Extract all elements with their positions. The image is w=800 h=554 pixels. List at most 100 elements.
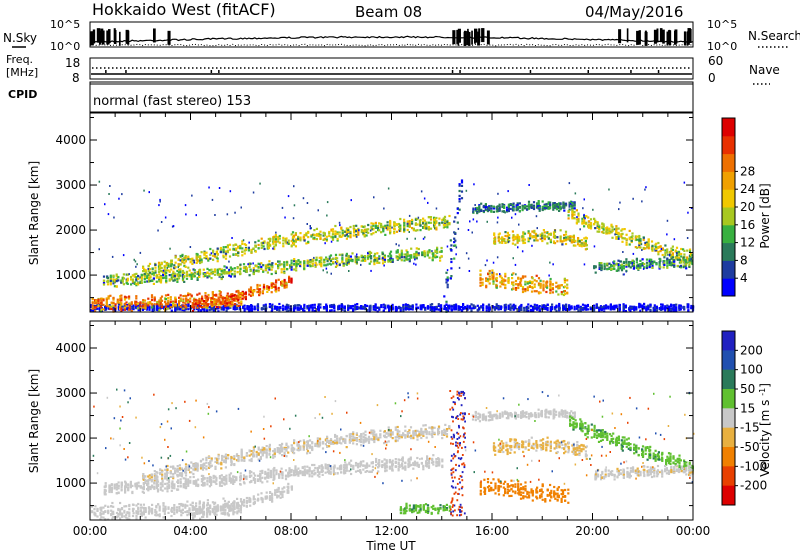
power-cell (290, 233, 293, 236)
power-cell (547, 237, 550, 240)
power-cell (472, 306, 475, 309)
power-cell (164, 302, 168, 305)
power-cell (216, 269, 219, 272)
power-cell (464, 305, 467, 309)
power-cell (492, 210, 495, 213)
power-cell (225, 307, 228, 310)
power-cell (602, 225, 605, 228)
power-cell (221, 275, 224, 278)
power-cell (194, 298, 197, 301)
power-cell (551, 305, 554, 309)
power-cell (458, 200, 461, 203)
power-cell (542, 283, 545, 286)
power-cell (170, 309, 173, 312)
power-cell (353, 229, 356, 232)
power-cell (583, 225, 586, 228)
power-cell (448, 223, 451, 226)
power-cell (222, 251, 225, 254)
power-cell (512, 234, 515, 237)
power-cell (159, 298, 162, 301)
power-cell (683, 307, 686, 310)
power-cell (598, 309, 601, 312)
power-cell (566, 279, 569, 282)
power-cell (595, 306, 598, 309)
power-cell (290, 245, 293, 248)
power-cell (252, 272, 255, 276)
power-cell (533, 231, 536, 234)
power-cell (622, 309, 625, 312)
power-cell (571, 210, 574, 213)
power-cell (331, 236, 335, 239)
power-cell (290, 259, 293, 262)
power-cell (655, 309, 658, 312)
power-cell (148, 308, 151, 311)
power-cell (117, 276, 120, 279)
power-cell (429, 303, 432, 306)
power-cell (343, 309, 346, 312)
power-cell (387, 260, 390, 263)
power-cell (151, 309, 154, 312)
power-cell (120, 279, 123, 282)
power-cell (409, 307, 412, 311)
power-cell (615, 228, 618, 231)
power-cell (549, 201, 552, 204)
power-cell (108, 304, 111, 307)
power-cell (258, 292, 262, 295)
power-cell (256, 306, 260, 310)
power-cell (315, 258, 318, 262)
power-cell (162, 274, 165, 277)
power-cell (185, 273, 189, 276)
power-cell (369, 306, 372, 309)
power-cell (520, 308, 523, 311)
power-cell (670, 303, 673, 306)
power-cell (517, 277, 520, 280)
power-cell (100, 301, 103, 304)
power-cell (229, 297, 232, 300)
power-cell (498, 207, 501, 210)
power-cell (159, 265, 162, 269)
power-cell (341, 232, 344, 235)
power-cell (585, 244, 588, 247)
power-cell (241, 247, 244, 250)
power-cell (555, 305, 558, 308)
power-cell (274, 238, 277, 241)
power-cell (206, 306, 209, 310)
power-cell (564, 230, 568, 233)
power-cell (580, 239, 583, 242)
power-cell (649, 310, 652, 313)
power-cell (531, 277, 534, 280)
power-cell (610, 223, 613, 226)
power-cell (563, 204, 566, 207)
power-cell (634, 235, 637, 238)
power-cell (579, 307, 582, 310)
power-cell (454, 307, 458, 310)
power-cell (547, 205, 550, 208)
power-cell (285, 237, 288, 240)
power-cell (345, 263, 348, 266)
power-cell (410, 256, 413, 259)
power-cell (189, 258, 192, 261)
power-cell (293, 268, 296, 271)
power-cell (399, 308, 402, 311)
power-cell (406, 251, 409, 254)
power-cell (219, 291, 222, 294)
power-cell (188, 273, 191, 276)
power-cell (356, 303, 359, 306)
power-cell (435, 228, 438, 231)
power-cell (541, 207, 544, 211)
power-cell (408, 222, 411, 225)
power-cell (204, 273, 207, 276)
power-cell (224, 252, 228, 255)
power-cell (112, 296, 115, 299)
power-cell (389, 224, 392, 228)
power-cell (190, 294, 193, 297)
power-cell (94, 310, 97, 313)
power-cell (541, 239, 544, 243)
power-cell (147, 270, 150, 273)
power-cell (366, 304, 369, 307)
power-cell (249, 288, 253, 291)
power-cell (112, 279, 115, 283)
power-cell (199, 261, 202, 265)
power-cell (480, 306, 483, 309)
power-cell (563, 292, 566, 295)
